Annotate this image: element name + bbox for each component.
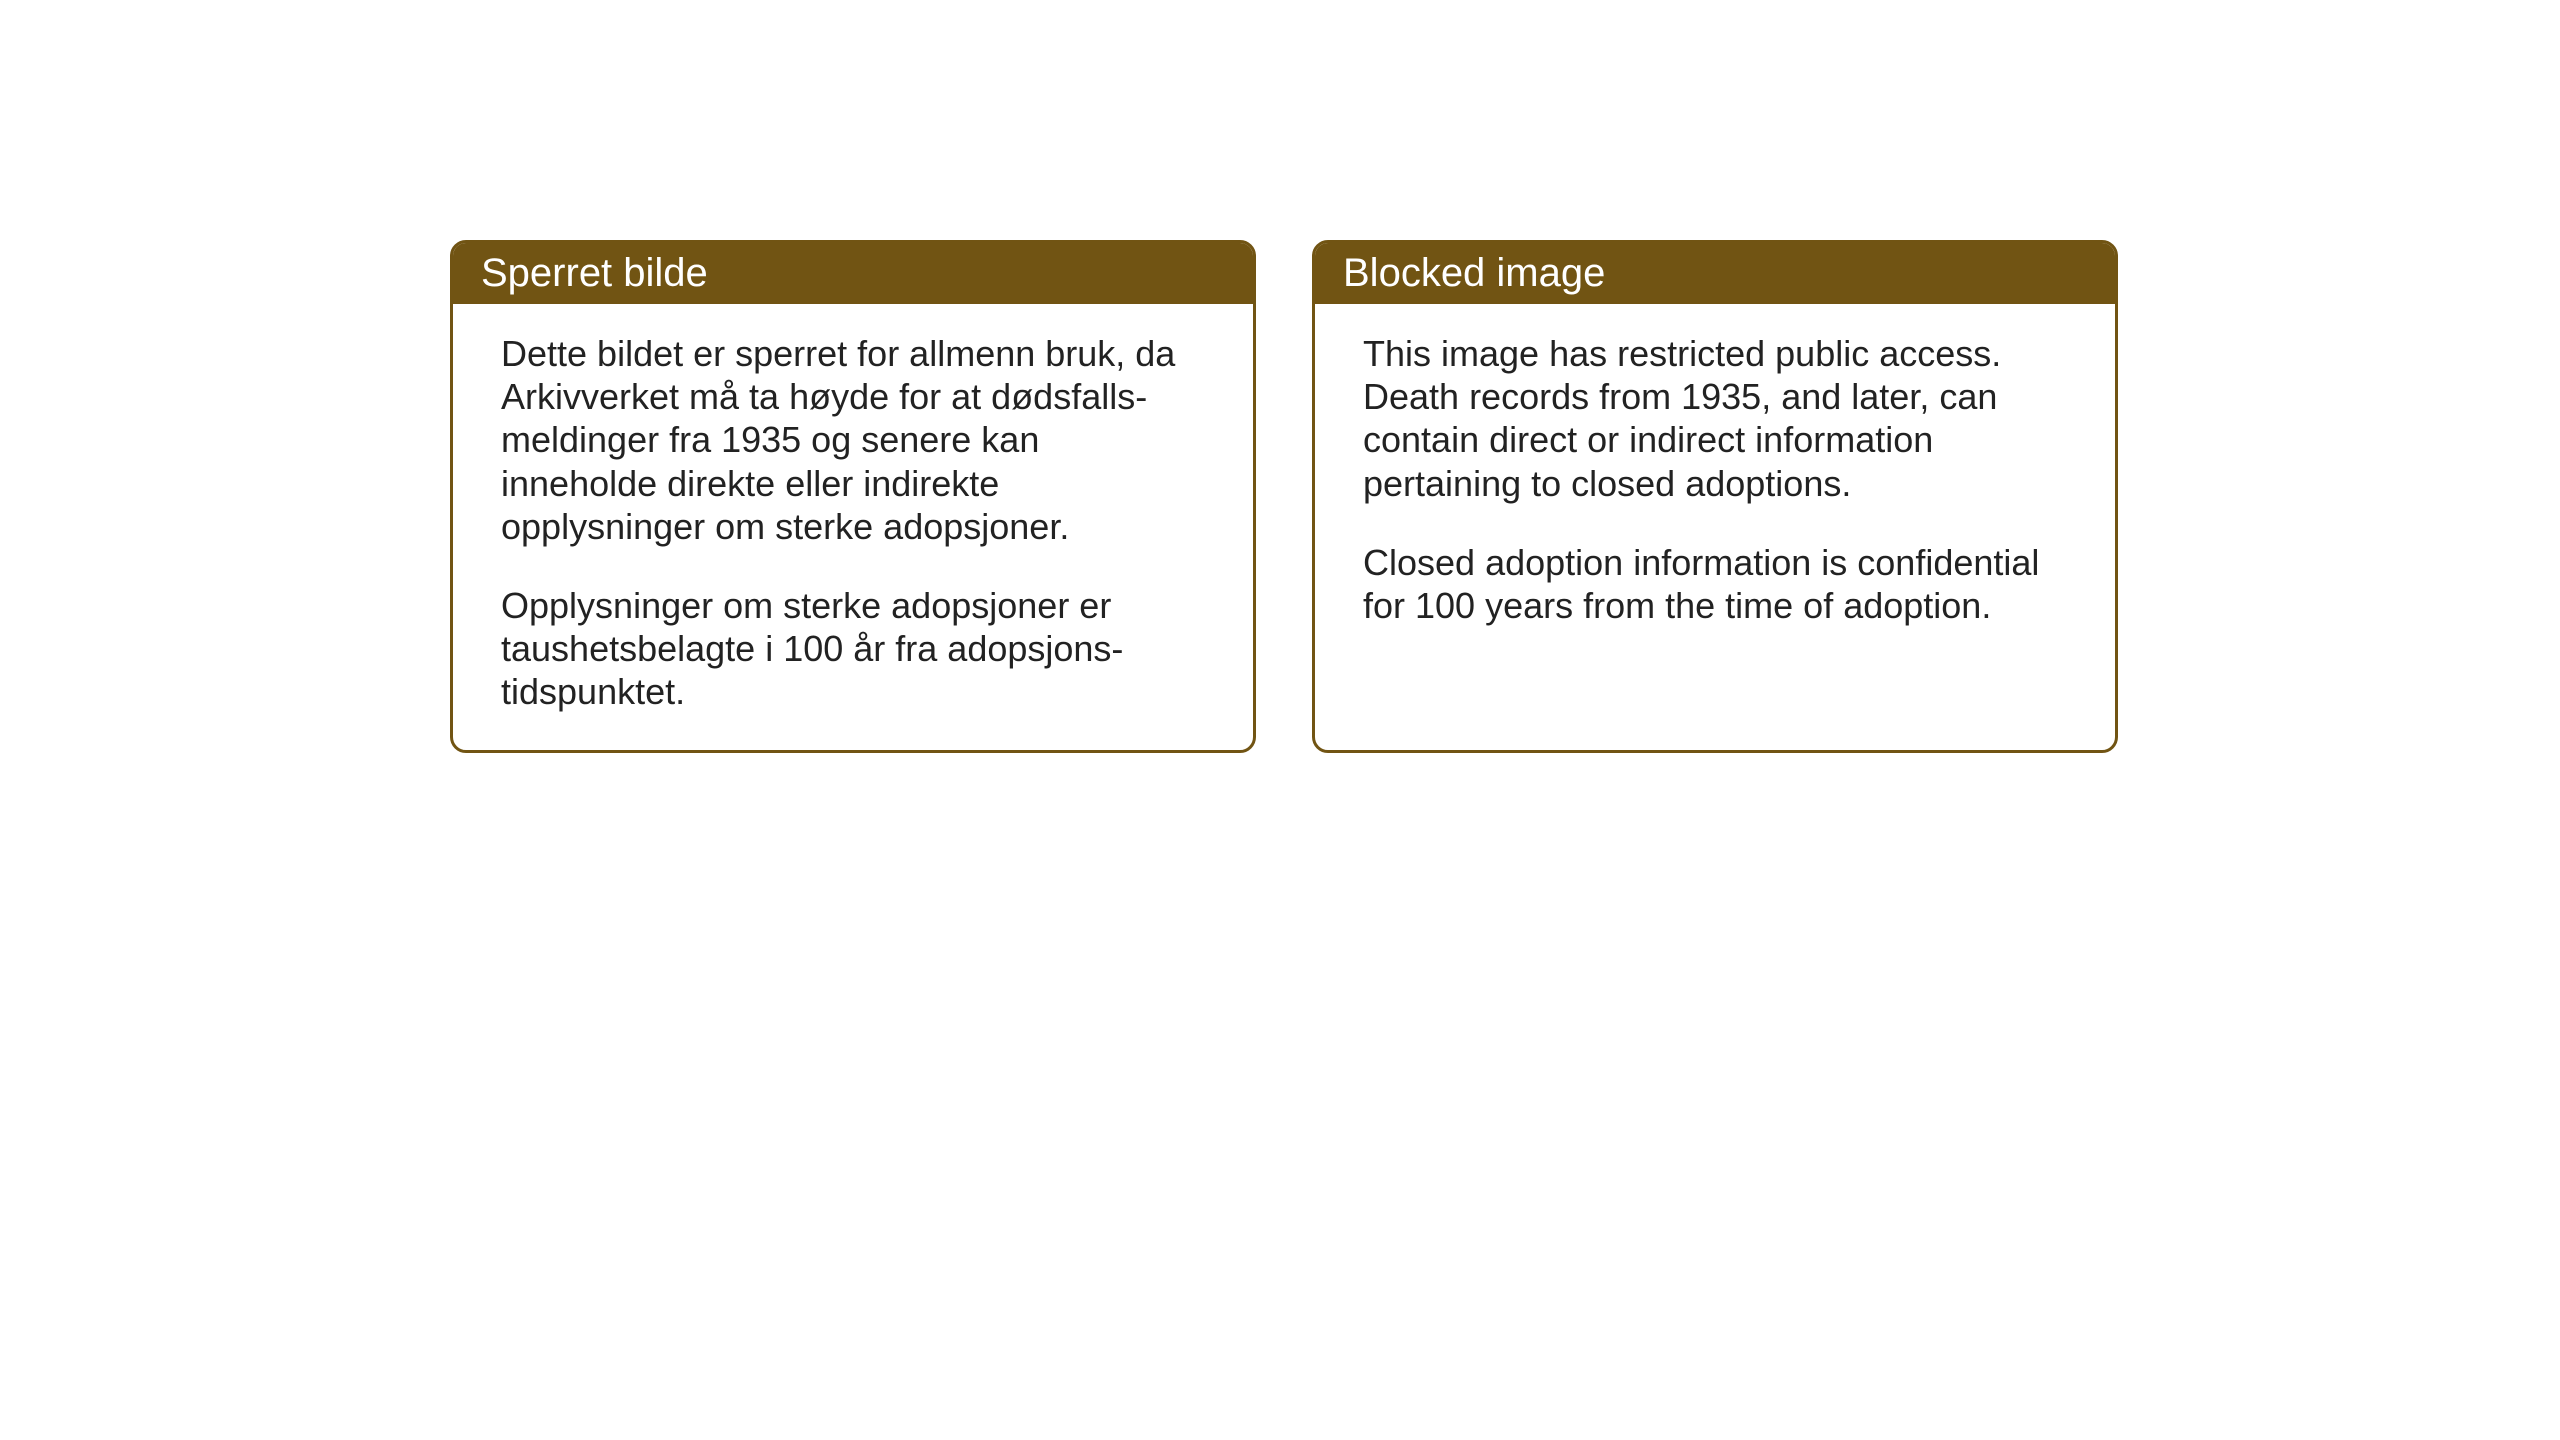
notice-box-english: Blocked image This image has restricted …	[1312, 240, 2118, 753]
notice-paragraph: Dette bildet er sperret for allmenn bruk…	[501, 332, 1205, 548]
notice-box-norwegian: Sperret bilde Dette bildet er sperret fo…	[450, 240, 1256, 753]
notice-paragraph: Opplysninger om sterke adopsjoner er tau…	[501, 584, 1205, 714]
notice-title-english: Blocked image	[1343, 251, 1605, 295]
notice-container: Sperret bilde Dette bildet er sperret fo…	[450, 240, 2118, 753]
notice-body-english: This image has restricted public access.…	[1315, 304, 2115, 744]
notice-title-norwegian: Sperret bilde	[481, 251, 708, 295]
notice-paragraph: Closed adoption information is confident…	[1363, 541, 2067, 627]
notice-header-norwegian: Sperret bilde	[453, 243, 1253, 304]
notice-header-english: Blocked image	[1315, 243, 2115, 304]
notice-paragraph: This image has restricted public access.…	[1363, 332, 2067, 505]
notice-body-norwegian: Dette bildet er sperret for allmenn bruk…	[453, 304, 1253, 750]
